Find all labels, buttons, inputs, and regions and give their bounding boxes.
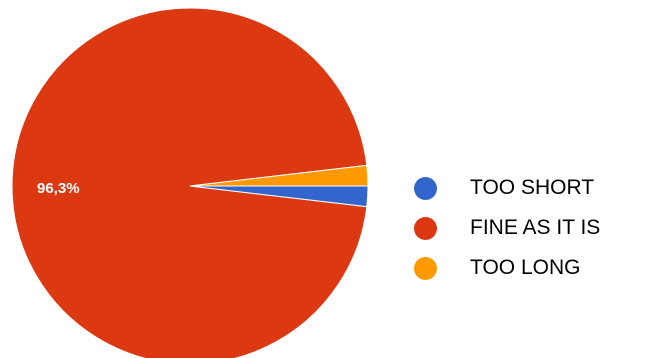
legend-item-too-long[interactable]: TOO LONG: [414, 248, 651, 288]
legend-label: TOO SHORT: [470, 176, 595, 199]
legend-item-fine-as-it-is[interactable]: FINE AS IT IS: [414, 208, 651, 248]
pie-slices: [11, 7, 369, 358]
legend: TOO SHORT FINE AS IT IS TOO LONG: [414, 168, 651, 288]
legend-item-too-short[interactable]: TOO SHORT: [414, 168, 651, 208]
legend-swatch-too-short: [414, 176, 437, 200]
legend-swatch-fine-as-it-is: [414, 216, 437, 240]
legend-label: FINE AS IT IS: [470, 216, 601, 239]
pie-slice-fine-as-it-is[interactable]: [11, 7, 368, 358]
legend-label: TOO LONG: [470, 256, 581, 279]
pie-slice-label-fine-as-it-is: 96,3%: [37, 180, 80, 197]
pie-slice-too-short[interactable]: [189, 185, 369, 208]
legend-swatch-too-long: [414, 256, 437, 280]
